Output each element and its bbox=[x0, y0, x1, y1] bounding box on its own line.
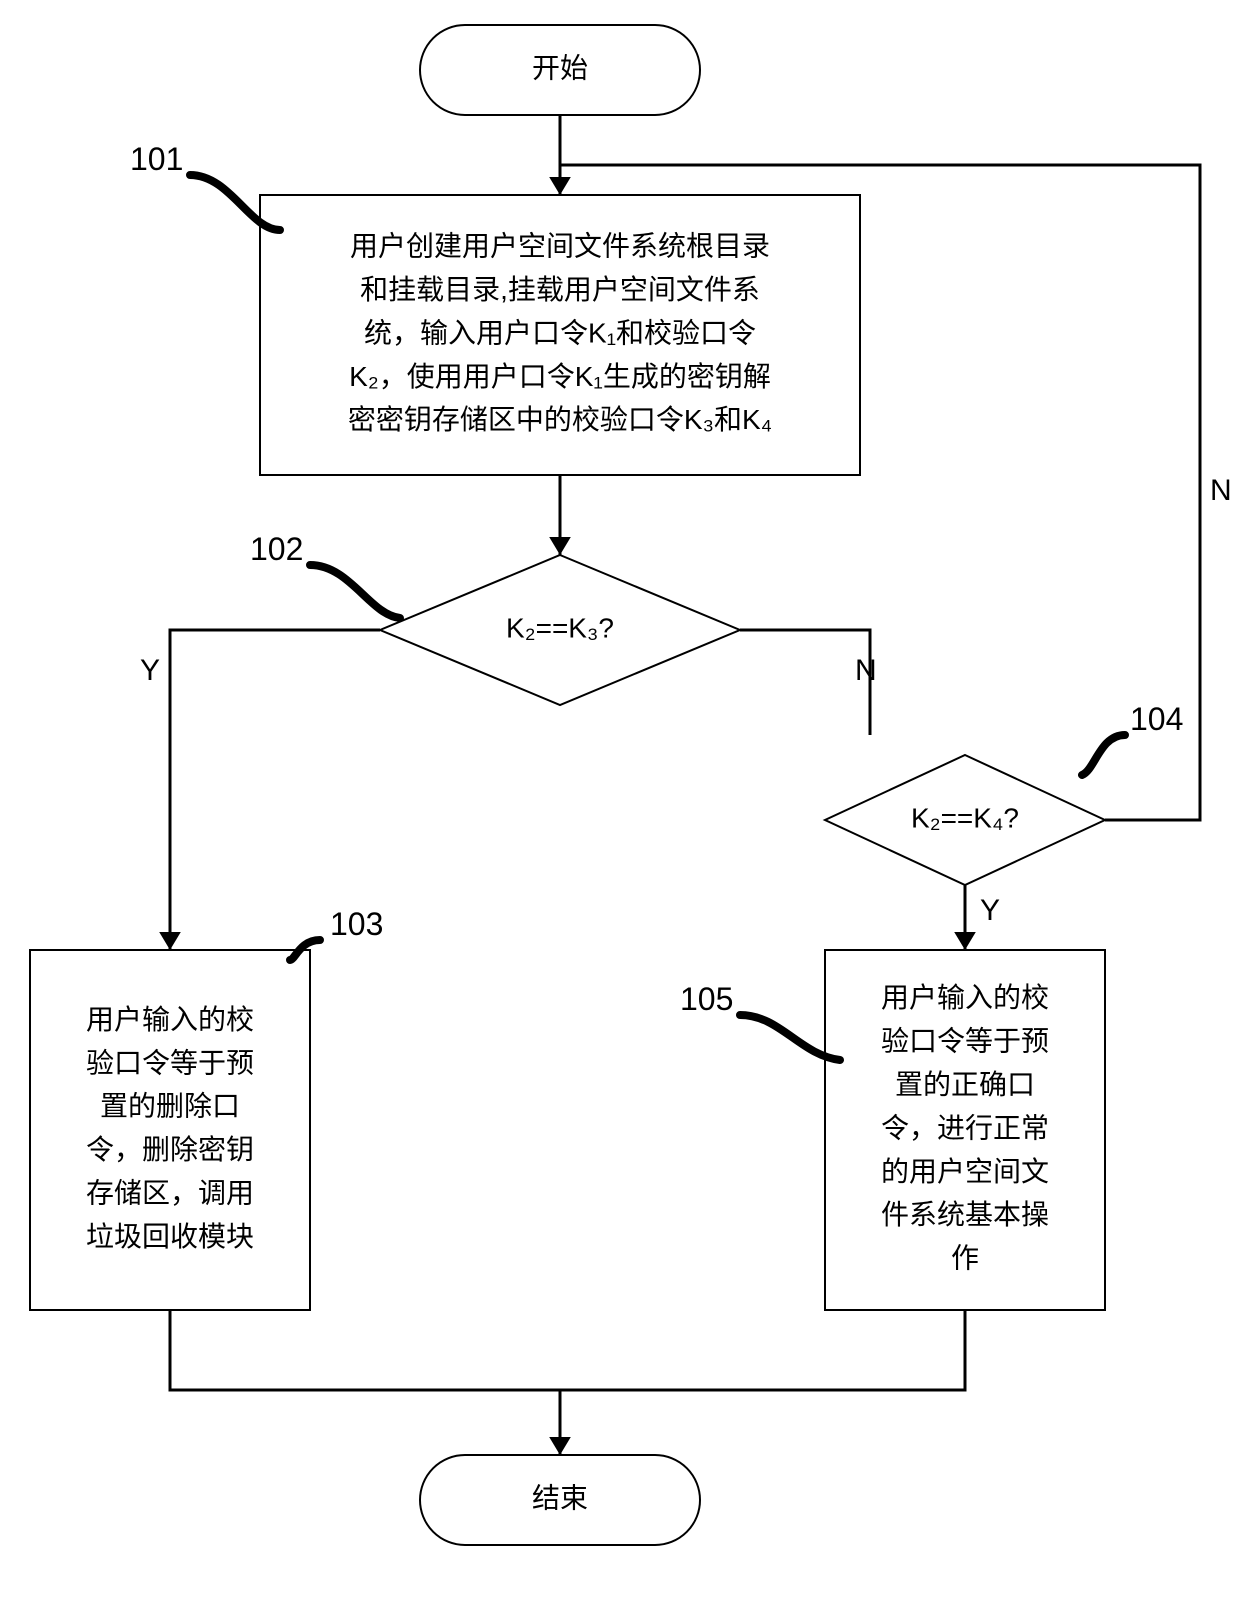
svg-text:验口令等于预: 验口令等于预 bbox=[86, 1047, 254, 1078]
svg-text:104: 104 bbox=[1130, 701, 1183, 737]
svg-text:令，删除密钥: 令，删除密钥 bbox=[86, 1134, 254, 1165]
svg-text:存储区，调用: 存储区，调用 bbox=[86, 1177, 254, 1208]
svg-text:K₂==K₃?: K₂==K₃? bbox=[506, 612, 614, 643]
svg-text:103: 103 bbox=[330, 906, 383, 942]
node-step103: 用户输入的校验口令等于预置的删除口令，删除密钥存储区，调用垃圾回收模块 bbox=[30, 950, 310, 1310]
node-dec104: K₂==K₄? bbox=[825, 755, 1105, 885]
svg-text:N: N bbox=[1210, 474, 1232, 507]
svg-text:结束: 结束 bbox=[532, 1482, 588, 1513]
svg-text:和挂载目录,挂载用户空间文件系: 和挂载目录,挂载用户空间文件系 bbox=[360, 274, 760, 305]
svg-text:K₂，使用用户口令K₁生成的密钥解: K₂，使用用户口令K₁生成的密钥解 bbox=[349, 361, 771, 392]
svg-text:令，进行正常: 令，进行正常 bbox=[881, 1112, 1049, 1143]
svg-text:K₂==K₄?: K₂==K₄? bbox=[911, 802, 1019, 833]
svg-text:102: 102 bbox=[250, 531, 303, 567]
svg-text:Y: Y bbox=[140, 654, 160, 687]
svg-text:用户输入的校: 用户输入的校 bbox=[86, 1004, 254, 1035]
svg-text:开始: 开始 bbox=[532, 52, 588, 83]
svg-text:作: 作 bbox=[951, 1243, 979, 1274]
svg-text:用户输入的校: 用户输入的校 bbox=[881, 982, 1049, 1013]
svg-text:用户创建用户空间文件系统根目录: 用户创建用户空间文件系统根目录 bbox=[350, 231, 770, 262]
svg-text:统，输入用户口令K₁和校验口令: 统，输入用户口令K₁和校验口令 bbox=[364, 317, 756, 348]
node-start: 开始 bbox=[420, 25, 700, 115]
svg-text:置的删除口: 置的删除口 bbox=[100, 1091, 240, 1122]
svg-text:N: N bbox=[855, 654, 877, 687]
svg-text:密密钥存储区中的校验口令K₃和K₄: 密密钥存储区中的校验口令K₃和K₄ bbox=[348, 404, 772, 435]
svg-text:验口令等于预: 验口令等于预 bbox=[881, 1026, 1049, 1057]
node-end: 结束 bbox=[420, 1455, 700, 1545]
node-dec102: K₂==K₃? bbox=[380, 555, 740, 705]
svg-text:101: 101 bbox=[130, 141, 183, 177]
node-step101: 用户创建用户空间文件系统根目录和挂载目录,挂载用户空间文件系统，输入用户口令K₁… bbox=[260, 195, 860, 475]
svg-text:垃圾回收模块: 垃圾回收模块 bbox=[86, 1221, 254, 1252]
node-step105: 用户输入的校验口令等于预置的正确口令，进行正常的用户空间文件系统基本操作 bbox=[825, 950, 1105, 1310]
svg-text:105: 105 bbox=[680, 981, 733, 1017]
flowchart-svg: Y N N Y 开始用户创建用户空间文件系统根目录和挂载目录,挂载用户空间文件系统，输入… bbox=[0, 0, 1240, 1600]
svg-text:件系统基本操: 件系统基本操 bbox=[881, 1199, 1049, 1230]
svg-text:的用户空间文: 的用户空间文 bbox=[881, 1156, 1049, 1187]
svg-text:Y: Y bbox=[980, 894, 1000, 927]
svg-text:置的正确口: 置的正确口 bbox=[895, 1069, 1035, 1100]
